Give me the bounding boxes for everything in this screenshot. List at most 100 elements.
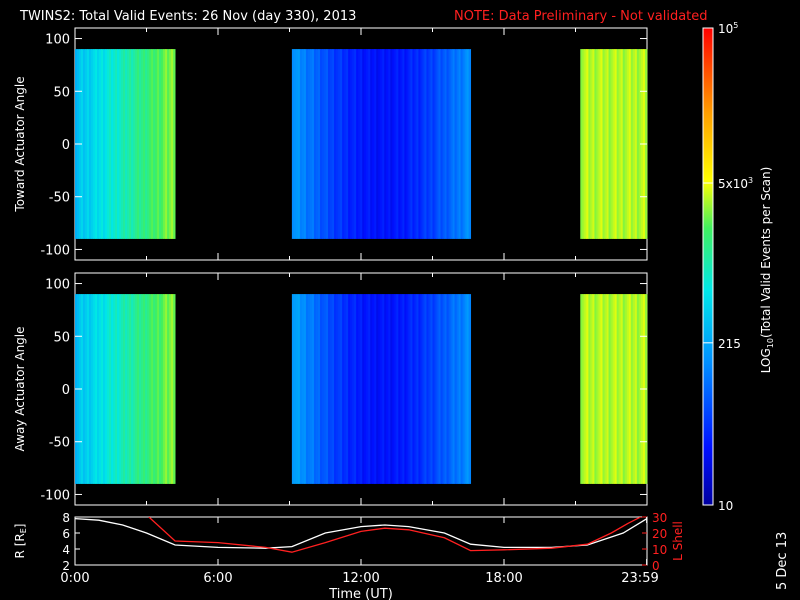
heatmap-cell [438, 49, 441, 239]
heatmap-cell [315, 49, 319, 239]
y-tick-label: -100 [40, 488, 70, 503]
heatmap-cell [580, 294, 583, 484]
x-axis-label: Time (UT) [328, 587, 393, 600]
heatmap-cell [131, 49, 134, 239]
heatmap-cell [356, 49, 359, 239]
heatmap-cell [584, 49, 587, 239]
heatmap-cell [149, 49, 152, 239]
heatmap-cell [426, 49, 429, 239]
heatmap-cell [141, 49, 144, 239]
heatmap-cell [105, 49, 108, 239]
heatmap-cell [464, 49, 468, 239]
heatmap-cell [378, 294, 381, 484]
heatmap-cell [398, 294, 401, 484]
heatmap-cell [338, 49, 341, 239]
heatmap-cell [87, 49, 90, 239]
heatmap-cell [460, 49, 463, 239]
heatmap-cell [163, 49, 166, 239]
heatmap-cell [159, 49, 162, 239]
heatmap-cell [113, 49, 116, 239]
heatmap-cell [167, 294, 170, 484]
heatmap-cell [153, 294, 156, 484]
heatmap-cell [368, 49, 371, 239]
heatmap-cell [135, 294, 138, 484]
heatmap-cell [400, 49, 403, 239]
heatmap-cell [408, 294, 411, 484]
heatmap-cell [596, 294, 599, 484]
heatmap-cell [376, 49, 379, 239]
heatmap-cell [358, 294, 361, 484]
heatmap-cell [388, 49, 391, 239]
heatmap-cell [151, 294, 154, 484]
heatmap-cell [137, 49, 140, 239]
heatmap-cell [442, 294, 445, 484]
heatmap-cell [149, 294, 152, 484]
heatmap-cell [109, 49, 112, 239]
heatmap-cell [460, 294, 463, 484]
heatmap-cell [101, 294, 104, 484]
heatmap-cell [91, 294, 94, 484]
heatmap-cell [620, 49, 624, 239]
heatmap-cell [394, 294, 397, 484]
y2-tick-label: 0 [652, 559, 660, 573]
heatmap-cell [133, 294, 136, 484]
heatmap-cell [115, 49, 118, 239]
colorbar-tick-label: 215 [718, 337, 741, 351]
heatmap-cell [309, 49, 313, 239]
heatmap-cell [330, 294, 333, 484]
x-tick-label: 18:00 [485, 571, 522, 586]
heatmap-cell [313, 49, 317, 239]
heatmap-cell [592, 49, 595, 239]
heatmap-cell [600, 49, 603, 239]
heatmap-cell [428, 49, 431, 239]
y-tick-label: 100 [45, 278, 70, 293]
x-tick-label: 12:00 [342, 571, 379, 586]
colorbar [702, 27, 714, 506]
heatmap-cell [293, 294, 297, 484]
heatmap-cell [610, 49, 614, 239]
heatmap-cell [322, 294, 325, 484]
heatmap-cell [432, 294, 435, 484]
heatmap-cell [384, 294, 387, 484]
heatmap-cell [602, 49, 605, 239]
heatmap-cell [165, 49, 168, 239]
heatmap-cell [590, 294, 593, 484]
y-axis-label-r: R [RE] [13, 524, 28, 559]
heatmap-cell [608, 294, 611, 484]
heatmap-cell [95, 49, 98, 239]
heatmap-cell [466, 49, 470, 239]
heatmap-cell [608, 49, 611, 239]
heatmap-cell [169, 49, 172, 239]
heatmap-cell [586, 49, 589, 239]
y-tick-label: 50 [53, 85, 70, 100]
heatmap-cell [309, 294, 313, 484]
colorbar-tick-label: 10 [718, 499, 733, 513]
chart-title: TWINS2: Total Valid Events: 26 Nov (day … [19, 9, 356, 24]
y2-tick-label: 10 [652, 543, 667, 557]
heatmap-cell [392, 294, 395, 484]
heatmap-cell [307, 49, 311, 239]
heatmap-cell [334, 49, 337, 239]
heatmap-cell [380, 49, 383, 239]
heatmap-cell [412, 294, 415, 484]
y2-tick-label: 30 [652, 511, 667, 525]
heatmap-cell [588, 49, 591, 239]
heatmap-cell [338, 294, 341, 484]
heatmap-cell [430, 294, 433, 484]
y-axis-label-toward: Toward Actuator Angle [13, 76, 27, 212]
heatmap-cell [350, 49, 353, 239]
heatmap-cell [105, 294, 108, 484]
heatmap-cell [145, 294, 148, 484]
heatmap-cell [382, 294, 385, 484]
heatmap-cell [348, 49, 351, 239]
heatmap-cell [594, 294, 597, 484]
heatmap-cell [324, 49, 327, 239]
heatmap-cell [422, 294, 425, 484]
heatmap-cell [616, 49, 620, 239]
heatmap-cell [117, 49, 120, 239]
heatmap-cell [157, 49, 160, 239]
heatmap-cell [612, 294, 616, 484]
heatmap-cell [432, 49, 435, 239]
heatmap-cell [420, 49, 423, 239]
heatmap-cell [456, 294, 459, 484]
